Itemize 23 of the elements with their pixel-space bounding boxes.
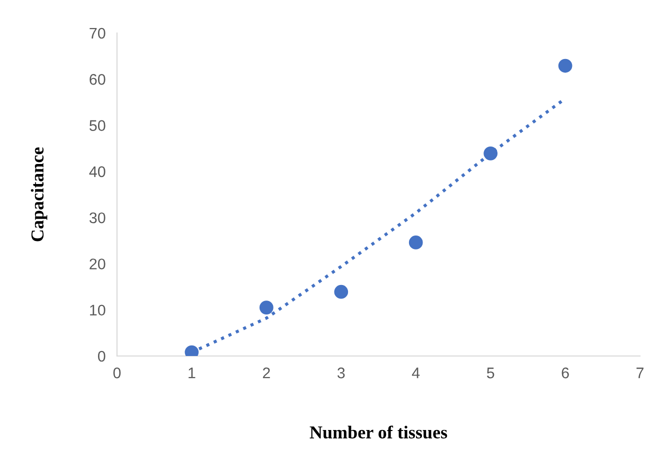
y-tick-label: 20 bbox=[90, 258, 106, 270]
x-tick-label: 2 bbox=[262, 368, 270, 378]
x-tick-label: 0 bbox=[113, 368, 121, 378]
y-tick-label: 10 bbox=[90, 304, 106, 316]
y-tick-label: 0 bbox=[98, 350, 106, 362]
x-tick-label: 3 bbox=[337, 368, 345, 378]
point bbox=[484, 146, 498, 160]
x-tick-label: 7 bbox=[636, 368, 644, 378]
point bbox=[334, 284, 348, 299]
y-tick-label: 50 bbox=[90, 120, 106, 131]
x-axis-title: Number of tissues bbox=[310, 426, 448, 439]
point bbox=[558, 58, 572, 73]
point bbox=[259, 300, 274, 314]
y-tick-label: 70 bbox=[90, 28, 106, 39]
x-tick-label: 1 bbox=[188, 368, 196, 378]
x-tick-label: 5 bbox=[486, 368, 494, 378]
y-tick-label: 30 bbox=[89, 212, 106, 224]
x-tick-label: 4 bbox=[412, 368, 420, 378]
y-tick-label: 60 bbox=[90, 74, 106, 85]
y-axis-title: Capacitance bbox=[30, 147, 48, 242]
point bbox=[408, 236, 423, 250]
x-tick-label: 6 bbox=[562, 368, 569, 378]
y-tick-label: 40 bbox=[89, 166, 106, 178]
